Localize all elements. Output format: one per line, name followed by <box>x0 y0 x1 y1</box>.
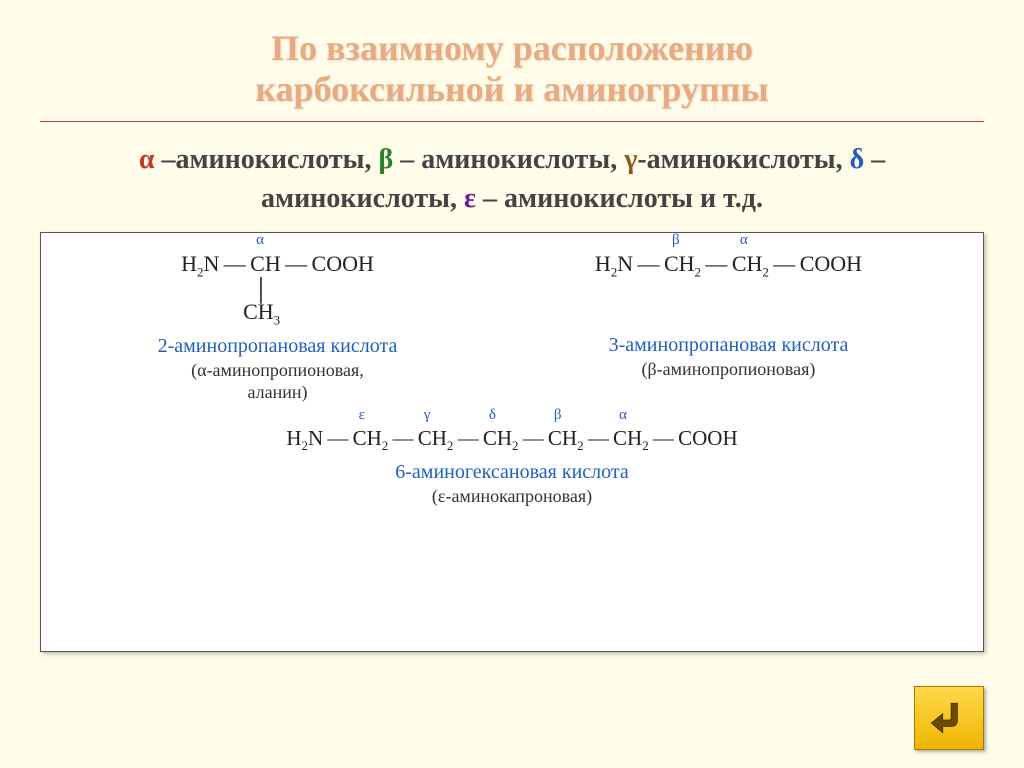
molecule-2-name: 3-аминопропановая кислота <box>503 333 954 358</box>
summary-w5: – аминокислоты и т.д. <box>476 183 763 214</box>
molecule-3: H2N — CH2ε — CH2γ — CH2δ — CH2β — CH2α —… <box>61 428 963 508</box>
molecule-1-alt1: (α-аминопропионовая, <box>70 359 485 382</box>
molecule-1: H2N — CHα — COOH │ CH3 2-аминопропановая… <box>70 253 485 404</box>
title-line-2: карбоксильной и аминогруппы <box>255 69 768 109</box>
molecule-2-alt1: (β-аминопропионовая) <box>503 358 954 381</box>
greek-delta: δ <box>850 144 865 175</box>
greek-alpha: α <box>139 144 155 175</box>
return-button[interactable] <box>914 686 984 750</box>
greek-epsilon: ε <box>464 183 476 214</box>
title-line-1: По взаимному расположению <box>271 28 753 68</box>
molecule-3-alt1: (ε-аминокапроновая) <box>61 485 963 508</box>
molecule-3-name: 6-аминогексановая кислота <box>61 460 963 485</box>
slide-title: По взаимному расположению карбоксильной … <box>0 0 1024 121</box>
greek-beta: β <box>378 144 393 175</box>
formula-panel: H2N — CHα — COOH │ CH3 2-аминопропановая… <box>40 232 984 652</box>
molecule-1-name: 2-аминопропановая кислота <box>70 334 485 359</box>
summary-w3: -аминокислоты, <box>637 144 849 175</box>
return-arrow-icon <box>928 697 970 739</box>
summary-w1: –аминокислоты, <box>154 144 378 175</box>
molecule-3-structure: H2N — CH2ε — CH2γ — CH2δ — CH2β — CH2α —… <box>286 428 737 452</box>
molecule-1-alt2: аланин) <box>70 381 485 404</box>
molecule-1-structure: H2N — CHα — COOH │ CH3 <box>181 253 374 326</box>
title-underline <box>40 121 984 122</box>
molecule-2-structure: H2N — CH2β — CH2α — COOH <box>595 253 862 278</box>
summary-text: α –аминокислоты, β – аминокислоты, γ-ами… <box>0 132 1024 232</box>
summary-w2: – аминокислоты, <box>393 144 624 175</box>
greek-gamma: γ <box>624 144 637 175</box>
molecule-2: H2N — CH2β — CH2α — COOH 3-аминопропанов… <box>503 253 954 404</box>
